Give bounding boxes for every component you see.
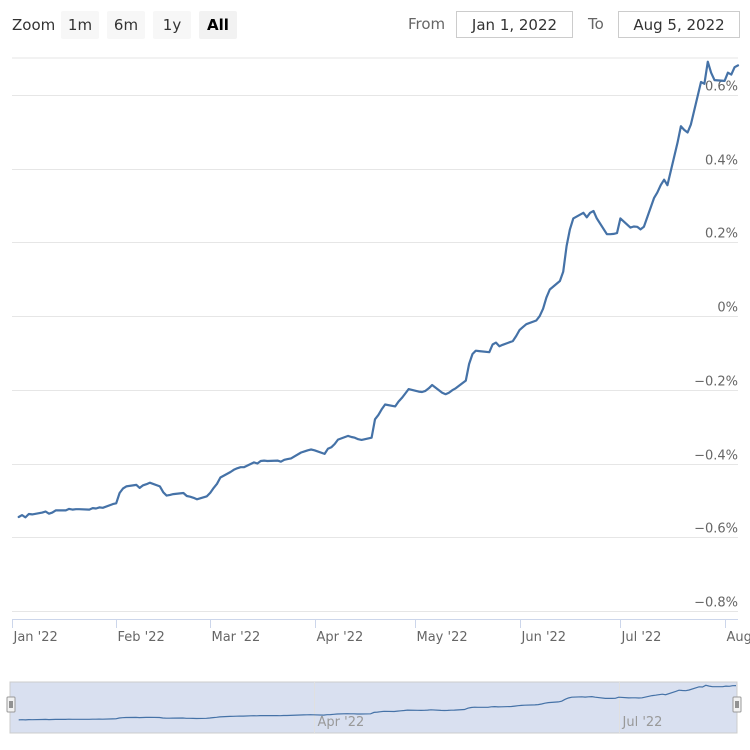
series [17,60,740,519]
x-tick-label: Aug '22 [727,630,750,645]
grid-lines [12,57,738,612]
from-label: From [408,15,446,33]
navigator-tick-labels: Apr '22 Jul '22 [314,682,663,733]
zoom-1y-button[interactable]: 1y [153,11,191,39]
zoom-label: Zoom [12,16,56,34]
navigator-tick-label: Apr '22 [318,715,365,730]
series-line [17,60,740,519]
y-tick-label: −0.4% [694,449,738,464]
zoom-all-button[interactable]: All [199,11,237,39]
y-tick-label: 0.4% [705,154,738,169]
x-tick-label: May '22 [417,630,468,645]
navigator-mask[interactable] [9,681,738,734]
y-tick-label: 0.2% [705,227,738,242]
navigator[interactable]: Apr '22 Jul '22 [6,681,742,734]
navigator-series-line [18,684,737,721]
x-tick-label: Apr '22 [317,630,364,645]
y-tick-label: −0.2% [694,375,738,390]
navigator-left-handle[interactable] [6,696,16,713]
x-tick-label: Jul '22 [621,630,662,645]
to-label: To [588,15,604,33]
x-axis: Jan '22 Feb '22 Mar '22 Apr '22 May '22 Jun '… [12,619,750,645]
navigator-right-handle[interactable] [732,696,742,713]
x-tick-label: Jan '22 [13,630,58,645]
to-date-input[interactable] [618,11,740,38]
from-date-input[interactable] [456,11,573,38]
x-tick-label: Jun '22 [521,630,567,645]
y-tick-label: 0% [717,301,738,316]
y-axis-tick-labels: −0.8% −0.6% −0.4% −0.2% 0% 0.2% 0.4% 0.6% [694,80,738,611]
x-tick-label: Feb '22 [118,630,165,645]
range-selector-toolbar: Zoom 1m 6m 1y All From To [0,0,750,50]
y-tick-label: 0.6% [705,80,738,95]
zoom-1m-button[interactable]: 1m [61,11,99,39]
y-tick-label: −0.8% [694,596,738,611]
navigator-tick-label: Jul '22 [622,715,663,730]
y-tick-label: −0.6% [694,522,738,537]
x-tick-label: Mar '22 [212,630,261,645]
zoom-6m-button[interactable]: 6m [107,11,145,39]
